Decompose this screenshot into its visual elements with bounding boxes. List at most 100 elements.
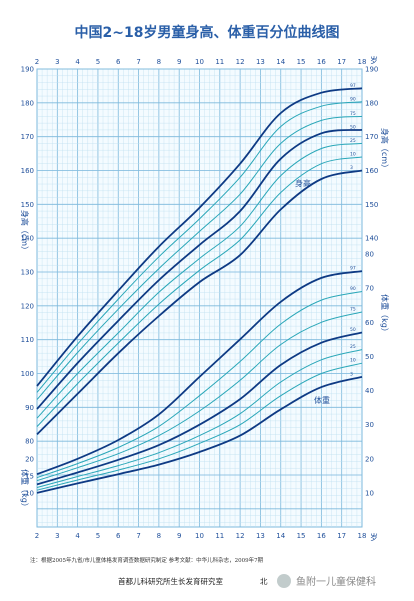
- x-tick-top: 16: [317, 58, 326, 66]
- percentile-curves: [36, 87, 363, 494]
- weight-p25-line: [36, 349, 363, 488]
- x-tick-bottom: 11: [215, 532, 224, 540]
- x-tick-top: 10: [195, 58, 204, 66]
- height-tick-right: 180: [365, 99, 378, 107]
- height-axis-label-right: 身高（cm）: [380, 128, 390, 172]
- height-tick-right: 160: [365, 167, 378, 175]
- height-axis-label-left: 身高（cm）: [20, 210, 30, 254]
- x-tick-bottom: 3: [55, 532, 59, 540]
- height-p50-line: [36, 129, 363, 410]
- x-tick-top: 6: [116, 58, 121, 66]
- watermark: 鱼附一儿童保健科: [277, 574, 376, 588]
- x-tick-bottom: 5: [96, 532, 100, 540]
- height-p75-label: 75: [350, 111, 356, 117]
- x-tick-bottom: 12: [236, 532, 245, 540]
- height-tick-left: 180: [21, 99, 34, 107]
- weight-p25-label: 25: [350, 344, 356, 350]
- height-tick-right: 140: [365, 235, 378, 243]
- weight-tick-right: 40: [365, 387, 374, 395]
- height-tick-left: 110: [21, 336, 34, 344]
- curve-labels: 97 90 75 50 25 10 3 97 90 75 50 25 10 3: [350, 83, 356, 378]
- weight-tick-right: 10: [365, 489, 374, 497]
- x-tick-bottom: 7: [136, 532, 140, 540]
- height-p75-line: [36, 115, 363, 400]
- x-unit-label-bottom: 岁: [370, 532, 378, 542]
- x-tick-bottom: 17: [337, 532, 346, 540]
- x-tick-bottom: 15: [297, 532, 306, 540]
- height-tick-left: 130: [21, 269, 34, 277]
- x-tick-top: 3: [55, 58, 59, 66]
- x-tick-top: 14: [276, 58, 285, 66]
- height-tick-left: 150: [21, 201, 34, 209]
- weight-axis-label-left: 体重（kg）: [20, 469, 30, 511]
- institution-tail: 北: [260, 577, 268, 586]
- height-tick-left: 90: [25, 404, 34, 412]
- height-p90-label: 90: [350, 96, 356, 102]
- x-tick-bottom: 18: [358, 532, 367, 540]
- height-tick-left: 120: [21, 302, 34, 310]
- weight-axis-label-right: 体重（kg）: [380, 294, 390, 336]
- weight-tick-left: 10: [25, 489, 34, 497]
- weight-tick-left: 15: [25, 472, 34, 480]
- height-p3-label: 3: [350, 165, 353, 171]
- height-p97-line: [36, 87, 363, 387]
- x-tick-bottom: 2: [35, 532, 39, 540]
- x-tick-top: 5: [96, 58, 100, 66]
- x-tick-top: 15: [297, 58, 306, 66]
- height-p25-line: [36, 142, 363, 419]
- weight-p90-line: [36, 291, 363, 479]
- height-tick-right: 190: [365, 66, 378, 74]
- chart-title: 中国2~18岁男童身高、体重百分位曲线图: [75, 24, 340, 41]
- weight-tick-right: 80: [365, 251, 374, 259]
- height-tick-left: 80: [25, 438, 34, 446]
- weight-p75-line: [36, 311, 363, 482]
- x-tick-top: 18: [358, 58, 367, 66]
- watermark-text: 鱼附一儿童保健科: [296, 575, 376, 588]
- height-p3-line: [36, 169, 363, 436]
- weight-curve-label: 体重: [314, 395, 330, 405]
- weight-tick-right: 70: [365, 285, 374, 293]
- height-p10-line: [36, 156, 363, 427]
- weight-p50-line: [36, 331, 363, 486]
- height-tick-left: 100: [21, 370, 34, 378]
- x-tick-bottom: 4: [75, 532, 80, 540]
- x-tick-top: 13: [256, 58, 265, 66]
- height-tick-left: 160: [21, 167, 34, 175]
- height-tick-left: 190: [21, 66, 34, 74]
- height-p25-label: 25: [350, 138, 356, 144]
- weight-tick-left: 20: [25, 455, 34, 463]
- x-unit-label-top: 岁: [370, 55, 378, 65]
- x-tick-bottom: 10: [195, 532, 204, 540]
- grid: [36, 68, 363, 528]
- x-tick-top: 11: [215, 58, 224, 66]
- weight-tick-right: 30: [365, 421, 374, 429]
- weight-p97-label: 97: [350, 266, 356, 272]
- weight-p75-label: 75: [350, 307, 356, 313]
- weight-tick-right: 60: [365, 319, 374, 327]
- watermark-icon: [277, 574, 291, 588]
- height-p97-label: 97: [350, 83, 356, 89]
- weight-p97-line: [36, 270, 363, 476]
- height-curve-label: 身高: [295, 178, 311, 188]
- x-tick-top: 4: [75, 58, 80, 66]
- height-p50-label: 50: [350, 124, 356, 130]
- weight-tick-right: 50: [365, 353, 374, 361]
- x-tick-top: 2: [35, 58, 39, 66]
- weight-p10-line: [36, 362, 363, 491]
- x-tick-top: 7: [136, 58, 140, 66]
- height-p10-label: 10: [350, 151, 356, 157]
- height-tick-right: 150: [365, 201, 378, 209]
- x-tick-bottom: 6: [116, 532, 121, 540]
- weight-p3-line: [36, 376, 363, 494]
- x-tick-bottom: 9: [177, 532, 181, 540]
- height-tick-left: 140: [21, 235, 34, 243]
- axis-ticks: 2 2 3 3 4 4 5 5 6 6 7 7 8 8 9 9 10 10 11 11 12 12 13 13 14 14 15 15…: [21, 58, 379, 540]
- x-tick-bottom: 14: [276, 532, 285, 540]
- x-tick-bottom: 13: [256, 532, 265, 540]
- x-tick-bottom: 16: [317, 532, 326, 540]
- height-tick-left: 170: [21, 133, 34, 141]
- height-tick-right: 170: [365, 133, 378, 141]
- footnote: 注：根据2005年九省/市儿童体格发育调查数据研究制定 参考文献：中华儿科杂志，…: [30, 556, 264, 564]
- weight-p10-label: 10: [350, 358, 356, 364]
